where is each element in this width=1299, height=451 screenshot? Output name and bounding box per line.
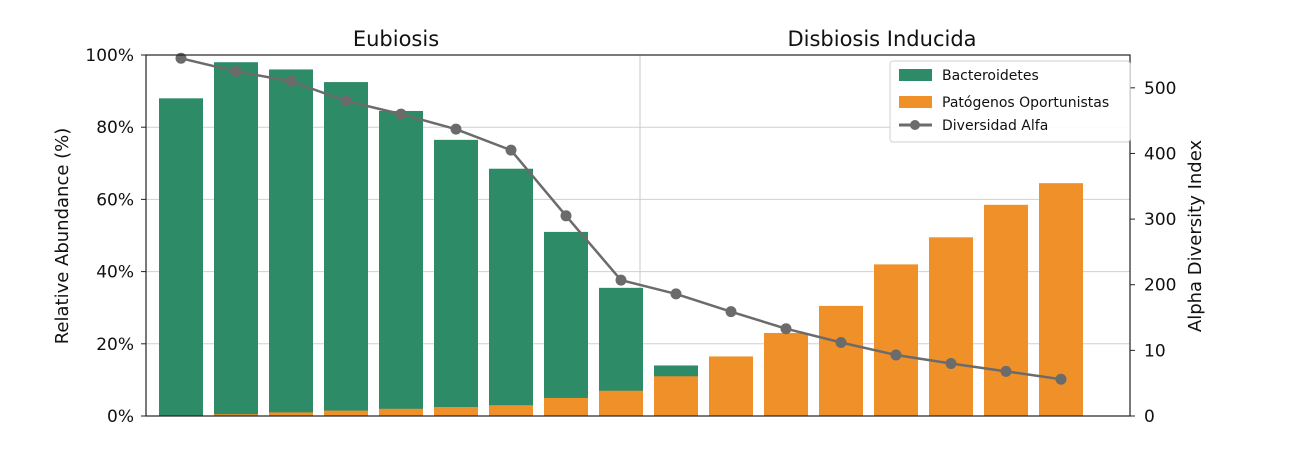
legend-label-bacteroidetes: Bacteroidetes xyxy=(942,68,1039,84)
bar-patogenos xyxy=(654,376,698,416)
bars-layer xyxy=(159,62,1083,416)
point-diversidad-alfa xyxy=(560,210,572,222)
legend-swatch-bacteroidetes xyxy=(899,69,932,81)
bar-patogenos xyxy=(489,405,533,416)
legend-label-patogenos: Patógenos Oportunistas xyxy=(942,95,1109,111)
point-diversidad-alfa xyxy=(725,306,737,318)
bar-bacteroidetes xyxy=(434,139,478,416)
bar-bacteroidetes xyxy=(379,110,423,416)
point-diversidad-alfa xyxy=(890,349,902,361)
bar-patogenos xyxy=(929,237,973,416)
point-diversidad-alfa xyxy=(835,336,847,348)
tick-label-right: 200 xyxy=(1144,276,1176,296)
diversity-line-layer xyxy=(175,52,1067,385)
y-axis-left-label: Relative Abundance (%) xyxy=(52,128,73,345)
point-diversidad-alfa xyxy=(945,357,957,369)
tick-label-right: 10 xyxy=(1144,341,1166,361)
bar-patogenos xyxy=(544,397,588,416)
tick-label-right: 500 xyxy=(1144,79,1176,99)
legend: Bacteroidetes Patógenos Oportunistas Div… xyxy=(889,60,1131,143)
bar-bacteroidetes xyxy=(544,231,588,416)
bar-patogenos xyxy=(214,414,258,416)
tick-label-left: 100% xyxy=(85,46,134,66)
legend-box xyxy=(889,60,1131,143)
bar-patogenos xyxy=(599,390,643,416)
bar-patogenos xyxy=(984,204,1028,416)
bar-bacteroidetes xyxy=(324,82,368,416)
point-diversidad-alfa xyxy=(505,144,517,156)
point-diversidad-alfa xyxy=(450,123,462,135)
legend-swatch-patogenos xyxy=(899,96,932,108)
bar-patogenos xyxy=(764,332,808,416)
point-diversidad-alfa xyxy=(285,75,297,87)
tick-label-right: 300 xyxy=(1144,210,1176,230)
bar-bacteroidetes xyxy=(489,168,533,416)
bar-patogenos xyxy=(709,356,753,416)
point-diversidad-alfa xyxy=(615,274,627,286)
point-diversidad-alfa xyxy=(1055,373,1067,385)
tick-label-left: 60% xyxy=(96,190,134,210)
tick-label-right: 400 xyxy=(1144,144,1176,164)
point-diversidad-alfa xyxy=(340,95,352,107)
bar-bacteroidetes xyxy=(159,98,203,416)
tick-label-left: 40% xyxy=(96,263,134,283)
bar-bacteroidetes xyxy=(214,62,258,416)
tick-label-left: 80% xyxy=(96,118,134,138)
region-title-eubiosis: Eubiosis xyxy=(353,27,439,51)
plot-border xyxy=(145,54,1131,417)
bar-patogenos xyxy=(434,406,478,416)
point-diversidad-alfa xyxy=(230,65,242,77)
plot-frame xyxy=(145,54,1131,417)
legend-marker-diversidad xyxy=(910,120,920,130)
y-axis-right-label: Alpha Diversity Index xyxy=(1185,140,1206,333)
tick-label-left: 0% xyxy=(107,407,134,427)
point-diversidad-alfa xyxy=(1000,365,1012,377)
bar-patogenos xyxy=(269,412,313,416)
bar-patogenos xyxy=(874,264,918,416)
tick-label-left: 20% xyxy=(96,335,134,355)
tick-label-right: 0 xyxy=(1144,407,1155,427)
bar-patogenos xyxy=(819,305,863,416)
bar-bacteroidetes xyxy=(269,69,313,416)
point-diversidad-alfa xyxy=(670,288,682,300)
region-title-disbiosis: Disbiosis Inducida xyxy=(787,27,976,51)
legend-label-diversidad: Diversidad Alfa xyxy=(942,118,1048,134)
point-diversidad-alfa xyxy=(395,108,407,120)
bar-patogenos xyxy=(379,408,423,416)
point-diversidad-alfa xyxy=(780,323,792,335)
bar-patogenos xyxy=(324,410,368,416)
tick-labels: 0% 20% 40% 60% 80% 100% 0 10 200 300 400 500 xyxy=(85,46,1176,427)
